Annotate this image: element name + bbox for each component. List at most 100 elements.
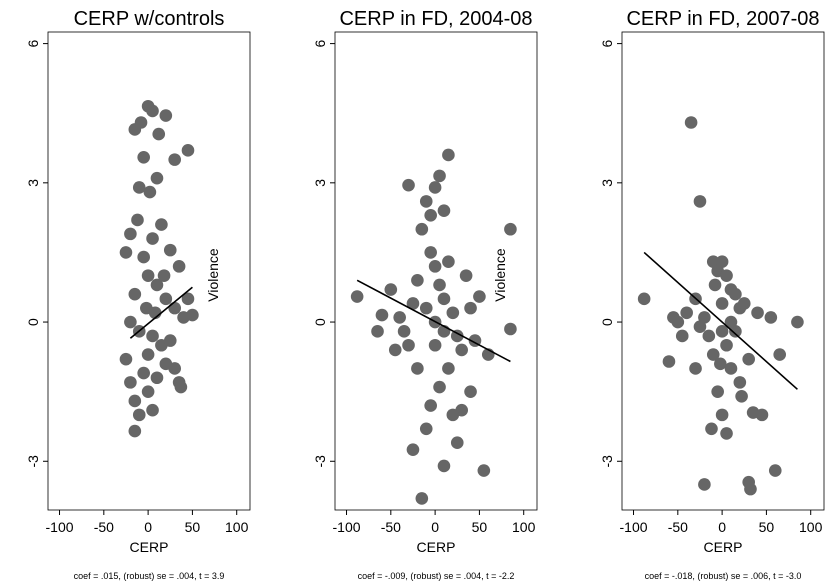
- point: [450, 329, 464, 343]
- y-tick-label: -3: [25, 455, 41, 468]
- point: [402, 178, 415, 192]
- y-tick-label: 3: [599, 179, 615, 187]
- point: [446, 306, 460, 320]
- point: [720, 269, 733, 282]
- point: [504, 322, 517, 336]
- point: [137, 250, 150, 264]
- annotation: Violence: [492, 248, 508, 302]
- point: [150, 278, 164, 292]
- point: [693, 195, 707, 208]
- y-tick-label: 0: [312, 318, 328, 326]
- point: [146, 104, 159, 118]
- point: [791, 315, 804, 329]
- point: [428, 181, 442, 194]
- point: [477, 464, 491, 477]
- panel: CERP w/controls -3 0 3 6 -100 -50 0 50 100 CERP coe…: [25, 8, 251, 581]
- point: [737, 297, 751, 310]
- point: [768, 464, 782, 477]
- point: [384, 283, 398, 296]
- point: [424, 399, 437, 412]
- fit-line: [643, 251, 798, 390]
- point: [146, 403, 159, 417]
- y-tick-label: 6: [312, 40, 328, 48]
- point: [433, 169, 446, 183]
- point: [724, 362, 738, 375]
- panel-title: CERP in FD, 2004-08: [339, 8, 532, 30]
- fit-line: [356, 279, 511, 363]
- point: [742, 352, 755, 366]
- point: [689, 362, 702, 375]
- point: [755, 408, 769, 422]
- point: [433, 380, 446, 394]
- point: [159, 109, 173, 122]
- point: [433, 278, 446, 292]
- point: [402, 338, 415, 352]
- point: [168, 153, 181, 166]
- point: [773, 348, 787, 361]
- x-axis-label: CERP: [704, 539, 743, 555]
- point: [419, 422, 433, 436]
- point: [168, 301, 181, 315]
- point: [393, 311, 406, 324]
- point: [702, 329, 716, 343]
- x-tick-label: -100: [333, 519, 361, 535]
- point: [146, 329, 159, 343]
- annotation: Violence: [205, 248, 221, 302]
- x-axis-label: CERP: [417, 539, 456, 555]
- point: [119, 352, 133, 366]
- point: [680, 306, 693, 320]
- panel-title: CERP in FD, 2007-08: [626, 8, 819, 30]
- point: [720, 338, 733, 352]
- point: [415, 222, 429, 236]
- point: [744, 482, 757, 496]
- point: [424, 209, 437, 222]
- point: [119, 246, 133, 259]
- panel: CERP in FD, 2007-08 -3 0 3 6 -100 -50 0 50 100 CER…: [599, 8, 825, 581]
- point: [751, 306, 764, 320]
- x-tick-label: 0: [431, 519, 439, 535]
- point: [146, 232, 159, 245]
- point: [455, 343, 468, 357]
- point: [375, 308, 389, 322]
- point: [124, 227, 137, 241]
- x-tick-label: 100: [225, 519, 249, 535]
- point: [437, 292, 451, 306]
- x-tick-label: 50: [185, 519, 201, 535]
- point: [143, 185, 157, 199]
- plot-frame: [621, 31, 825, 511]
- y-tick-label: 0: [25, 318, 41, 326]
- point: [397, 325, 411, 338]
- point: [662, 355, 676, 368]
- point: [675, 329, 689, 343]
- point: [406, 443, 420, 456]
- point: [186, 308, 199, 322]
- point: [181, 292, 195, 306]
- point: [152, 127, 166, 141]
- point: [459, 269, 473, 282]
- point: [128, 394, 142, 408]
- point: [733, 376, 747, 389]
- fit-line: [129, 286, 193, 339]
- point: [446, 408, 460, 422]
- y-tick-label: 6: [599, 40, 615, 48]
- point: [128, 424, 142, 438]
- x-tick-label: 50: [759, 519, 775, 535]
- point: [350, 290, 364, 303]
- panel: CERP in FD, 2004-08 -3 0 3 6 -100 -50 0 50 100 CER…: [312, 8, 538, 581]
- x-tick-label: -50: [668, 519, 688, 535]
- y-tick-label: 3: [312, 179, 328, 187]
- point: [371, 325, 384, 338]
- point: [764, 311, 778, 324]
- point: [181, 144, 195, 157]
- point: [473, 290, 486, 303]
- point: [157, 269, 171, 282]
- y-tick-label: -3: [599, 455, 615, 468]
- point: [411, 362, 424, 375]
- x-tick-label: 0: [718, 519, 726, 535]
- point: [442, 148, 455, 162]
- point: [720, 427, 733, 440]
- point: [428, 260, 442, 273]
- point: [464, 385, 477, 398]
- point: [684, 116, 698, 129]
